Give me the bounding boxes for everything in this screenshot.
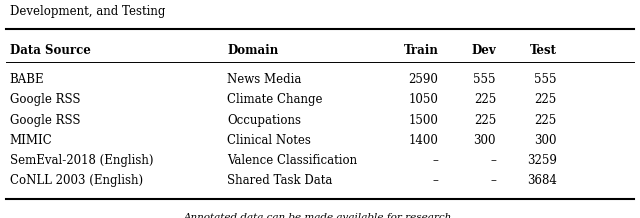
- Text: Domain: Domain: [227, 44, 278, 57]
- Text: MIMIC: MIMIC: [10, 134, 52, 147]
- Text: 555: 555: [474, 73, 496, 86]
- Text: Clinical Notes: Clinical Notes: [227, 134, 311, 147]
- Text: Shared Task Data: Shared Task Data: [227, 174, 333, 187]
- Text: 225: 225: [534, 93, 557, 106]
- Text: 2590: 2590: [408, 73, 438, 86]
- Text: –: –: [490, 174, 496, 187]
- Text: Annotated data can be made available for research.: Annotated data can be made available for…: [184, 213, 456, 218]
- Text: News Media: News Media: [227, 73, 301, 86]
- Text: 225: 225: [474, 114, 496, 127]
- Text: Test: Test: [530, 44, 557, 57]
- Text: –: –: [433, 174, 438, 187]
- Text: 3684: 3684: [527, 174, 557, 187]
- Text: Valence Classification: Valence Classification: [227, 154, 357, 167]
- Text: Google RSS: Google RSS: [10, 114, 80, 127]
- Text: Development, and Testing: Development, and Testing: [10, 5, 165, 19]
- Text: BABE: BABE: [10, 73, 44, 86]
- Text: 3259: 3259: [527, 154, 557, 167]
- Text: 1050: 1050: [408, 93, 438, 106]
- Text: 300: 300: [474, 134, 496, 147]
- Text: Dev: Dev: [471, 44, 496, 57]
- Text: Google RSS: Google RSS: [10, 93, 80, 106]
- Text: 555: 555: [534, 73, 557, 86]
- Text: –: –: [490, 154, 496, 167]
- Text: 1500: 1500: [408, 114, 438, 127]
- Text: 300: 300: [534, 134, 557, 147]
- Text: 225: 225: [474, 93, 496, 106]
- Text: Train: Train: [404, 44, 438, 57]
- Text: 1400: 1400: [408, 134, 438, 147]
- Text: SemEval-2018 (English): SemEval-2018 (English): [10, 154, 153, 167]
- Text: 225: 225: [534, 114, 557, 127]
- Text: –: –: [433, 154, 438, 167]
- Text: Data Source: Data Source: [10, 44, 90, 57]
- Text: Occupations: Occupations: [227, 114, 301, 127]
- Text: Climate Change: Climate Change: [227, 93, 323, 106]
- Text: CoNLL 2003 (English): CoNLL 2003 (English): [10, 174, 143, 187]
